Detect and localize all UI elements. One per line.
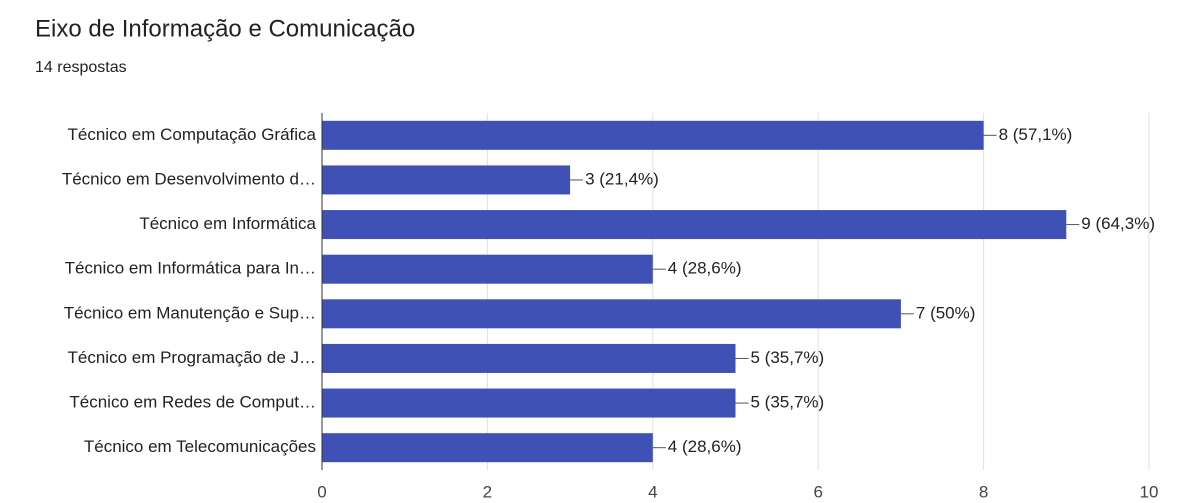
y-tick-label: Técnico em Programação de J… — [68, 348, 317, 367]
y-tick-label: Técnico em Redes de Comput… — [69, 393, 316, 412]
x-tick-label: 6 — [813, 482, 822, 501]
value-label: 8 (57,1%) — [999, 125, 1073, 144]
bar — [322, 120, 984, 150]
x-tick-label: 10 — [1140, 482, 1159, 501]
y-tick-label: Técnico em Computação Gráfica — [68, 125, 317, 144]
bar — [322, 343, 736, 373]
bar — [322, 299, 901, 329]
value-label: 9 (64,3%) — [1081, 214, 1155, 233]
bar — [322, 254, 653, 284]
value-label: 7 (50%) — [916, 303, 976, 322]
value-label: 3 (21,4%) — [585, 169, 659, 188]
x-tick-label: 8 — [979, 482, 988, 501]
value-label: 5 (35,7%) — [751, 348, 825, 367]
bar — [322, 165, 571, 195]
y-tick-label: Técnico em Informática para In… — [65, 259, 316, 278]
y-tick-label: Técnico em Desenvolvimento d… — [62, 169, 316, 188]
x-tick-label: 2 — [483, 482, 492, 501]
value-label: 4 (28,6%) — [668, 437, 742, 456]
value-label: 4 (28,6%) — [668, 259, 742, 278]
chart-title: Eixo de Informação e Comunicação — [35, 15, 415, 42]
chart-subtitle: 14 respostas — [35, 59, 127, 76]
y-tick-label: Técnico em Manutenção e Sup… — [64, 303, 316, 322]
value-label: 5 (35,7%) — [751, 393, 825, 412]
x-tick-label: 4 — [648, 482, 657, 501]
y-tick-label: Técnico em Informática — [139, 214, 316, 233]
bar — [322, 433, 653, 463]
bar — [322, 388, 736, 418]
x-tick-label: 0 — [317, 482, 326, 501]
y-tick-label: Técnico em Telecomunicações — [84, 437, 316, 456]
bar — [322, 210, 1067, 240]
